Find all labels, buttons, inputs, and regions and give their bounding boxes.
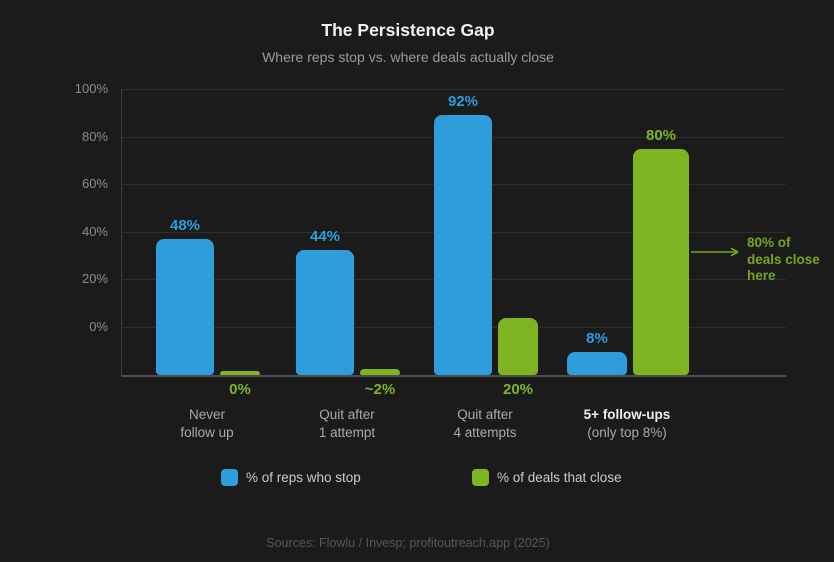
chart-title: The Persistence Gap xyxy=(321,20,495,40)
callout-text: 80% of deals close here xyxy=(747,235,820,283)
chart-subtitle: Where reps stop vs. where deals actually… xyxy=(262,49,554,65)
category-label-1: Never follow up xyxy=(180,407,234,440)
value-label-reps-2: 44% xyxy=(309,228,341,245)
bar-close-2 xyxy=(360,369,400,375)
value-label-close-2: ~2% xyxy=(364,381,396,398)
bar-reps-3 xyxy=(434,115,492,375)
gridline-100% xyxy=(122,89,786,90)
plot-area: 48% 0% 44% ~2% 92% 20% 8% 80% xyxy=(121,89,786,398)
y-tick-60%: 60% xyxy=(81,176,108,191)
value-label-reps-3: 92% xyxy=(447,93,479,110)
y-tick-100%: 100% xyxy=(74,81,108,96)
y-tick-0%: 0% xyxy=(89,318,108,334)
bar-close-3 xyxy=(498,318,538,375)
value-label-reps-4: 8% xyxy=(586,330,608,347)
value-label-reps-1: 48% xyxy=(169,217,201,234)
category-label-3: Quit after 4 attempts xyxy=(453,407,517,440)
value-label-close-4: 80% xyxy=(645,127,677,144)
legend-item-close: % of deals that close xyxy=(472,468,622,486)
y-tick-80%: 80% xyxy=(81,128,108,144)
y-tick-20%: 20% xyxy=(81,271,108,286)
legend-label-reps: % of reps who stop xyxy=(246,469,361,485)
value-label-close-3: 20% xyxy=(502,381,534,398)
category-label-2: Quit after 1 attempt xyxy=(318,407,376,440)
legend-swatch-green xyxy=(472,468,489,486)
legend-swatch-blue xyxy=(221,468,238,486)
legend-label-close: % of deals that close xyxy=(497,469,622,485)
bar-reps-2 xyxy=(296,250,354,375)
category-label-4: 5+ follow-ups (only top 8%) xyxy=(583,407,671,440)
bar-close-4 xyxy=(633,149,689,375)
bar-reps-1 xyxy=(156,239,214,375)
y-tick-40%: 40% xyxy=(81,223,108,239)
bar-reps-4 xyxy=(567,352,627,375)
callout-arrow-icon xyxy=(691,247,739,257)
bar-close-1 xyxy=(220,371,260,375)
legend-item-reps: % of reps who stop xyxy=(221,468,361,486)
value-label-close-1: 0% xyxy=(229,381,251,398)
source-note: Sources: Flowlu / Invesp; profitoutreach… xyxy=(266,536,550,550)
